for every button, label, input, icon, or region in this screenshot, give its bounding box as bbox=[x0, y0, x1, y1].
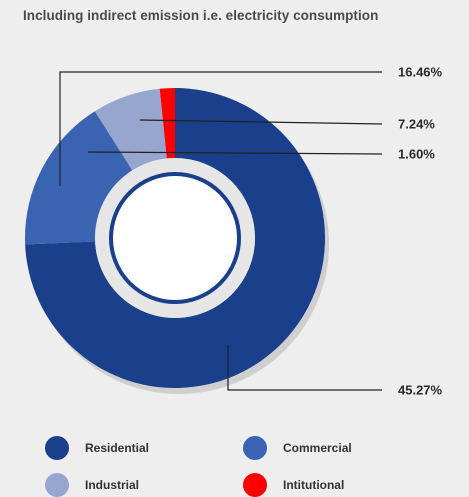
slice-commercial bbox=[25, 111, 133, 245]
label-intitutional: 1.60% bbox=[398, 147, 435, 162]
slice-residential bbox=[25, 88, 325, 388]
leader-line-industrial bbox=[139, 119, 383, 125]
chart-title: Including indirect emission i.e. electri… bbox=[23, 8, 379, 23]
leader-line-commercial bbox=[59, 71, 382, 186]
slice-industrial bbox=[94, 88, 167, 171]
leader-line-intitutional bbox=[87, 151, 383, 155]
label-residential: 45.27% bbox=[398, 383, 443, 398]
slice-intitutional bbox=[159, 88, 175, 159]
leader-line-residential bbox=[227, 345, 382, 391]
label-industrial: 7.24% bbox=[398, 117, 435, 132]
label-commercial: 16.46% bbox=[398, 65, 443, 80]
center-ring bbox=[109, 172, 241, 304]
